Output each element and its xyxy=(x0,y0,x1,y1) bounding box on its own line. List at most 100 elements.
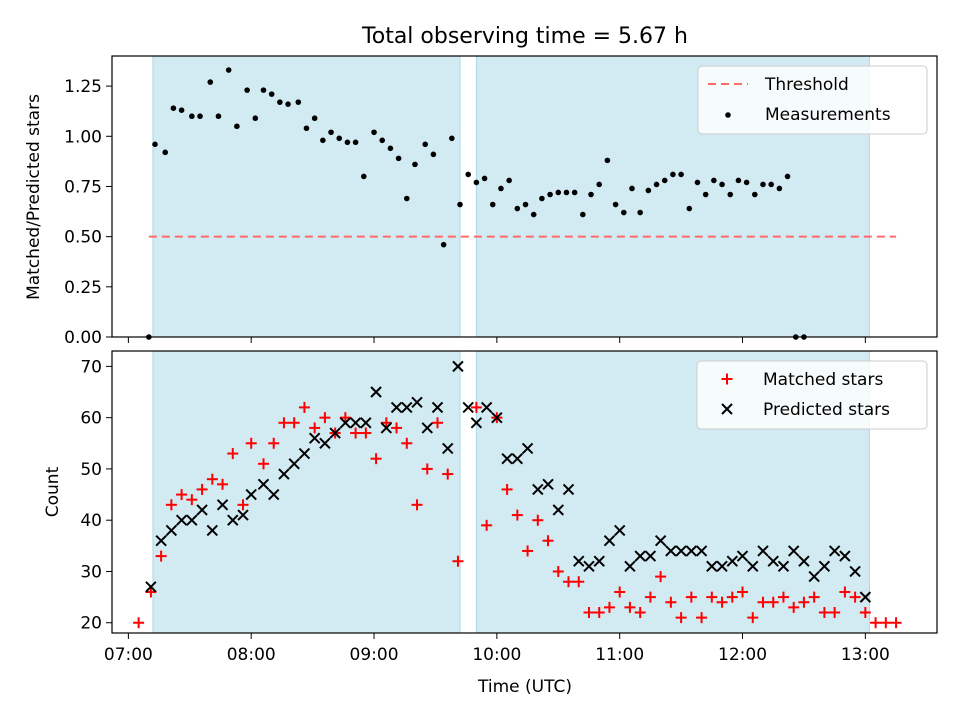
measurement-point xyxy=(661,177,668,184)
measurement-point xyxy=(328,129,334,136)
measurement-point xyxy=(694,179,701,186)
legend-measurements-swatch xyxy=(725,112,731,118)
measurement-point xyxy=(498,185,504,192)
measurement-point xyxy=(311,115,318,122)
measurement-point xyxy=(760,181,766,188)
cross-b xyxy=(613,524,626,537)
predicted-point xyxy=(573,555,585,567)
cross-b xyxy=(603,535,616,547)
predicted-point xyxy=(462,401,474,414)
matched-point xyxy=(278,417,290,429)
cross-b xyxy=(278,468,290,480)
cross-b xyxy=(308,432,321,444)
measurement-point xyxy=(178,107,185,113)
predicted-point xyxy=(603,535,616,547)
matched-point xyxy=(624,601,636,613)
predicted-point xyxy=(245,488,257,501)
measurement-point xyxy=(207,79,214,85)
matched-points xyxy=(133,401,902,629)
cross-b xyxy=(644,550,657,562)
matched-point xyxy=(257,458,269,470)
matched-point xyxy=(644,591,656,603)
bottom-xlabel: Time (UTC) xyxy=(477,677,572,697)
matched-point xyxy=(339,412,351,424)
predicted-point xyxy=(206,524,219,537)
predicted-point xyxy=(380,422,393,434)
matched-point xyxy=(716,596,728,608)
matched-point xyxy=(675,612,687,624)
matched-point xyxy=(890,617,902,629)
matched-point xyxy=(237,499,249,511)
matched-point xyxy=(186,494,198,506)
measurement-point xyxy=(295,99,302,105)
matched-point xyxy=(880,617,892,629)
measurement-point xyxy=(379,137,386,144)
shaded-interval-1 xyxy=(152,55,461,338)
measurement-point xyxy=(277,99,283,105)
measurement-point xyxy=(629,185,635,192)
cross-b xyxy=(736,550,749,562)
cross-b xyxy=(706,560,718,573)
cross-b xyxy=(175,514,188,526)
matched-point xyxy=(217,478,229,490)
predicted-point xyxy=(360,417,372,429)
cross-b xyxy=(470,417,483,429)
measurement-point xyxy=(539,195,545,202)
matched-point xyxy=(696,612,708,624)
cross-b xyxy=(695,545,708,557)
matched-point xyxy=(747,612,759,624)
matched-point xyxy=(593,606,605,618)
top-ytick-label: 0.00 xyxy=(64,328,102,348)
measurement-point xyxy=(481,175,488,182)
top-ytick-label: 1.25 xyxy=(64,77,102,97)
predicted-point xyxy=(777,560,790,573)
predicted-point xyxy=(654,535,667,547)
top-y-ticks: 0.00 0.25 0.50 0.75 1.00 1.25 xyxy=(64,77,112,348)
predicted-point xyxy=(716,560,728,573)
measurement-point xyxy=(440,241,447,248)
measurement-point xyxy=(489,201,496,208)
predicted-point xyxy=(552,504,564,516)
cross-b xyxy=(573,555,585,567)
cross-b xyxy=(634,550,646,562)
cross-b xyxy=(721,403,733,415)
measurement-point xyxy=(530,211,537,218)
cross-b xyxy=(462,401,474,414)
matched-point xyxy=(501,483,513,495)
top-ytick-label: 0.25 xyxy=(64,278,102,298)
cross-b xyxy=(421,422,433,434)
cross-b xyxy=(593,555,605,567)
matched-point xyxy=(777,591,789,603)
predicted-point xyxy=(442,442,454,455)
cross-b xyxy=(552,504,564,516)
cross-b xyxy=(624,560,636,573)
cross-b xyxy=(411,396,423,408)
bottom-ytick-label: 50 xyxy=(80,460,102,480)
measurement-point xyxy=(189,113,195,120)
bottom-axes-frame xyxy=(111,350,938,634)
matched-point xyxy=(726,591,738,603)
cross-b xyxy=(452,360,464,373)
matched-point xyxy=(155,550,167,562)
cross-b xyxy=(757,545,769,557)
predicted-point xyxy=(257,478,270,491)
shaded-interval-1 xyxy=(152,350,461,634)
predicted-point xyxy=(613,524,626,537)
top-legend-box xyxy=(697,65,928,135)
matched-point xyxy=(859,606,871,618)
matched-point xyxy=(431,417,443,429)
matched-point xyxy=(573,576,585,588)
cross-b xyxy=(401,401,413,414)
predicted-point xyxy=(562,483,575,496)
predicted-point xyxy=(726,555,738,567)
measurement-point xyxy=(234,123,240,130)
chart-title: Total observing time = 5.67 h xyxy=(361,24,688,49)
predicted-point xyxy=(593,555,605,567)
top-x-ticks xyxy=(127,337,866,343)
cross-b xyxy=(685,545,698,557)
measurement-point xyxy=(162,149,169,156)
top-axes-frame xyxy=(111,55,938,338)
bottom-xtick-label: 11:00 xyxy=(595,645,644,665)
predicted-point xyxy=(767,555,779,567)
top-ytick-label: 0.50 xyxy=(64,228,102,248)
